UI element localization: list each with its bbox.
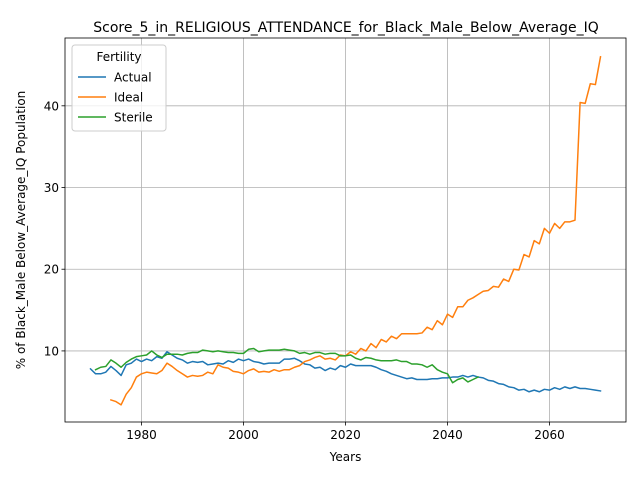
- legend-title: Fertility: [96, 50, 141, 64]
- x-tick-label: 1980: [126, 428, 157, 442]
- x-tick-label: 2040: [432, 428, 463, 442]
- y-tick-label: 30: [44, 181, 59, 195]
- x-tick-label: 2060: [534, 428, 565, 442]
- y-axis-label: % of Black_Male Below_Average_IQ Populat…: [14, 91, 28, 370]
- legend-label-sterile: Sterile: [114, 111, 153, 125]
- x-axis-label: Years: [329, 450, 362, 464]
- legend-label-ideal: Ideal: [114, 91, 143, 105]
- chart-title: Score_5_in_RELIGIOUS_ATTENDANCE_for_Blac…: [93, 20, 598, 36]
- x-tick-label: 2020: [330, 428, 361, 442]
- legend: Fertility Actual Ideal Sterile: [72, 45, 166, 131]
- y-tick-label: 40: [44, 99, 59, 113]
- y-tick-label: 20: [44, 263, 59, 277]
- y-tick-label: 10: [44, 344, 59, 358]
- legend-label-actual: Actual: [114, 71, 152, 85]
- x-tick-label: 2000: [228, 428, 259, 442]
